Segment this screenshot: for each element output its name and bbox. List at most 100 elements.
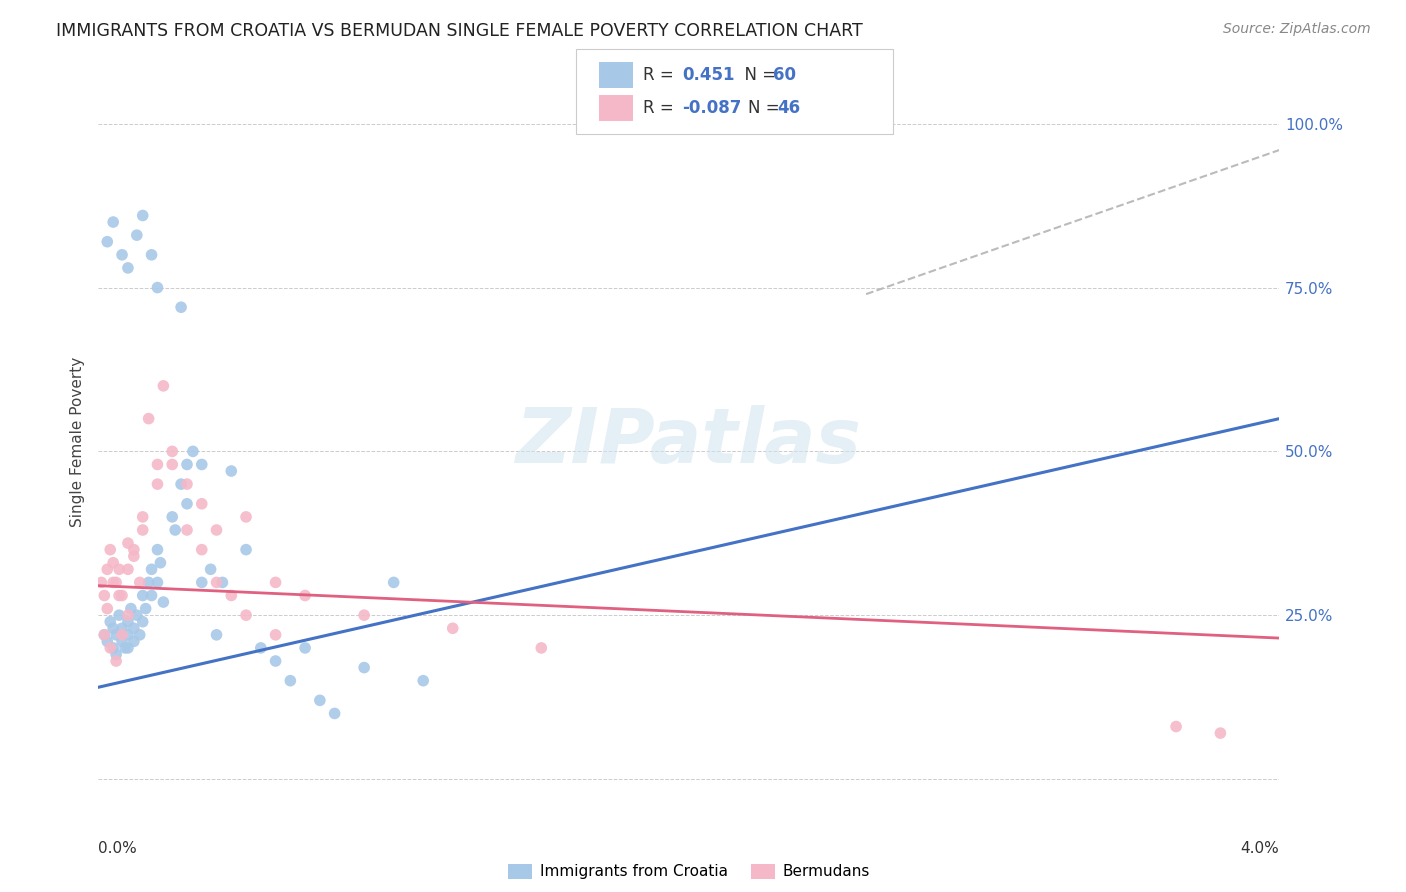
Point xyxy=(176,477,198,491)
Legend: Immigrants from Croatia, Bermudans: Immigrants from Croatia, Bermudans xyxy=(502,858,876,886)
Text: 4.0%: 4.0% xyxy=(1240,841,1279,856)
Point xyxy=(191,575,214,590)
Point xyxy=(103,621,125,635)
Text: N =: N = xyxy=(734,66,782,84)
Point xyxy=(93,628,115,642)
Text: 46: 46 xyxy=(778,99,800,117)
Point xyxy=(132,589,155,603)
Point xyxy=(165,523,187,537)
Text: R =: R = xyxy=(643,66,679,84)
Point xyxy=(138,411,160,425)
Point xyxy=(176,497,198,511)
Point xyxy=(170,477,193,491)
Point xyxy=(170,300,193,314)
Point xyxy=(141,589,163,603)
Text: 0.0%: 0.0% xyxy=(98,841,138,856)
Point xyxy=(122,542,145,557)
Point xyxy=(162,458,183,472)
Point xyxy=(235,608,257,623)
Point xyxy=(117,628,139,642)
Point xyxy=(141,248,163,262)
Point xyxy=(146,477,169,491)
Point xyxy=(103,640,125,655)
Y-axis label: Single Female Poverty: Single Female Poverty xyxy=(70,357,86,526)
Point xyxy=(96,562,118,576)
Point xyxy=(122,621,145,635)
Point xyxy=(264,654,287,668)
Point xyxy=(128,628,150,642)
Point xyxy=(125,608,148,623)
Point xyxy=(353,660,375,674)
Point xyxy=(294,640,316,655)
Point xyxy=(90,575,112,590)
Point xyxy=(105,628,128,642)
Point xyxy=(152,379,174,393)
Point xyxy=(96,634,118,648)
Point xyxy=(103,575,125,590)
Point xyxy=(205,575,228,590)
Point xyxy=(149,556,172,570)
Point xyxy=(105,575,128,590)
Point xyxy=(122,549,145,564)
Text: ZIPatlas: ZIPatlas xyxy=(516,405,862,478)
Point xyxy=(382,575,405,590)
Text: IMMIGRANTS FROM CROATIA VS BERMUDAN SINGLE FEMALE POVERTY CORRELATION CHART: IMMIGRANTS FROM CROATIA VS BERMUDAN SING… xyxy=(56,22,863,40)
Point xyxy=(132,509,155,524)
Point xyxy=(132,615,155,629)
Point xyxy=(132,209,155,223)
Point xyxy=(152,595,174,609)
Point xyxy=(132,523,155,537)
Point xyxy=(264,628,287,642)
Point xyxy=(120,601,142,615)
Point xyxy=(412,673,434,688)
Point xyxy=(323,706,346,721)
Point xyxy=(93,628,115,642)
Point xyxy=(205,628,228,642)
Point xyxy=(105,648,128,662)
Point xyxy=(176,523,198,537)
Text: -0.087: -0.087 xyxy=(682,99,741,117)
Point xyxy=(135,601,157,615)
Point xyxy=(219,589,242,603)
Point xyxy=(141,562,163,576)
Point xyxy=(125,228,148,243)
Point xyxy=(235,542,257,557)
Point xyxy=(103,215,125,229)
Point xyxy=(264,575,287,590)
Point xyxy=(176,458,198,472)
Point xyxy=(146,542,169,557)
Point xyxy=(235,509,257,524)
Point xyxy=(353,608,375,623)
Point xyxy=(108,589,131,603)
Point xyxy=(278,673,302,688)
Point xyxy=(111,621,134,635)
Text: N =: N = xyxy=(748,99,785,117)
Text: Source: ZipAtlas.com: Source: ZipAtlas.com xyxy=(1223,22,1371,37)
Point xyxy=(96,235,118,249)
Text: 0.451: 0.451 xyxy=(682,66,734,84)
Point xyxy=(191,497,214,511)
Point xyxy=(162,509,183,524)
Point xyxy=(117,536,139,550)
Point xyxy=(191,458,214,472)
Point xyxy=(191,542,214,557)
Point xyxy=(96,601,118,615)
Text: 60: 60 xyxy=(773,66,796,84)
Point xyxy=(294,589,316,603)
Point xyxy=(93,589,115,603)
Point xyxy=(117,562,139,576)
Point xyxy=(162,444,183,458)
Point xyxy=(138,575,160,590)
Point xyxy=(98,640,121,655)
Point xyxy=(117,640,139,655)
Point xyxy=(146,280,169,294)
Point xyxy=(146,575,169,590)
Point xyxy=(111,634,134,648)
Point xyxy=(111,248,134,262)
Point xyxy=(103,556,125,570)
Point xyxy=(205,523,228,537)
Point xyxy=(530,640,553,655)
Text: R =: R = xyxy=(643,99,679,117)
Point xyxy=(108,608,131,623)
Point xyxy=(117,615,139,629)
